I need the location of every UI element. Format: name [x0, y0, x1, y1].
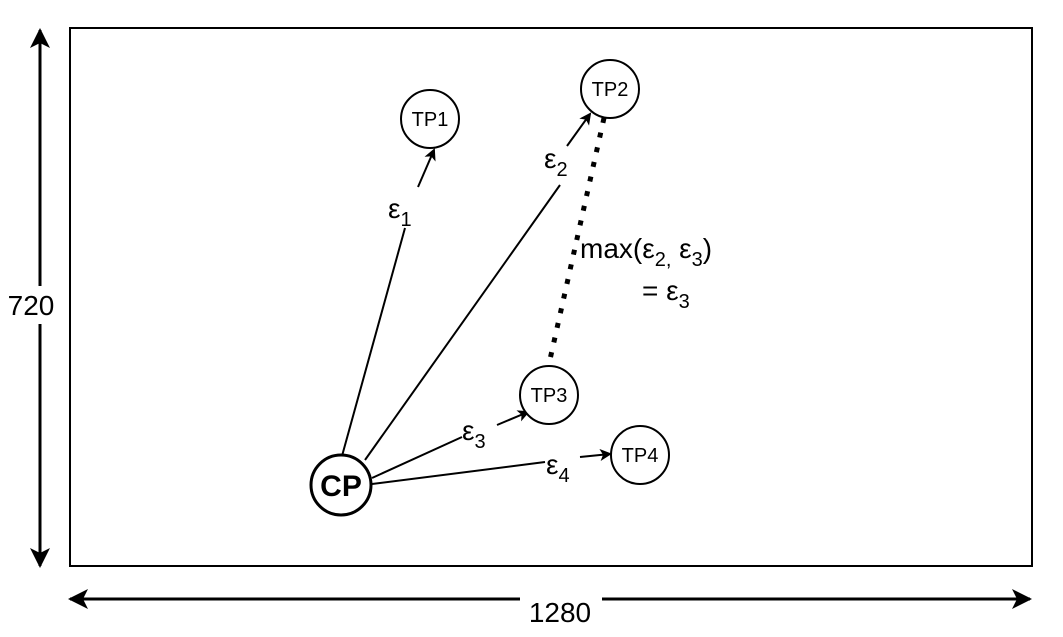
node-tp4: TP4 — [610, 425, 670, 485]
node-tp4-label: TP4 — [622, 445, 659, 467]
edge-cp-tp4-arrow — [579, 449, 612, 461]
edge-cp-tp3-arrow — [496, 410, 530, 426]
epsilon-1-label: ε1 — [388, 193, 412, 231]
max-annotation-line1: max(ε2, ε3) — [580, 233, 712, 271]
node-tp2-label: TP2 — [592, 79, 629, 101]
epsilon-3-label: ε3 — [462, 415, 486, 453]
max-annotation-line2: = ε3 — [642, 275, 690, 313]
height-label: 720 — [8, 290, 55, 321]
node-tp3: TP3 — [519, 365, 579, 425]
edge-cp-tp2 — [364, 184, 561, 461]
node-cp: CP — [309, 453, 373, 517]
node-tp3-label: TP3 — [531, 385, 568, 407]
edge-cp-tp3 — [371, 436, 463, 479]
edge-cp-tp1-arrow — [417, 148, 436, 188]
edge-cp-tp4 — [371, 461, 546, 485]
node-tp1-label: TP1 — [412, 109, 449, 131]
edge-cp-tp2-arrow — [566, 112, 592, 147]
node-tp2: TP2 — [580, 59, 640, 119]
edge-cp-tp1 — [341, 227, 406, 457]
width-label: 1280 — [529, 597, 591, 628]
frame-rectangle — [69, 27, 1033, 567]
node-tp1: TP1 — [400, 89, 460, 149]
epsilon-4-label: ε4 — [546, 449, 570, 487]
dotted-distance-tp2-tp3 — [546, 117, 607, 365]
node-cp-label: CP — [320, 470, 362, 503]
epsilon-2-label: ε2 — [544, 143, 568, 181]
